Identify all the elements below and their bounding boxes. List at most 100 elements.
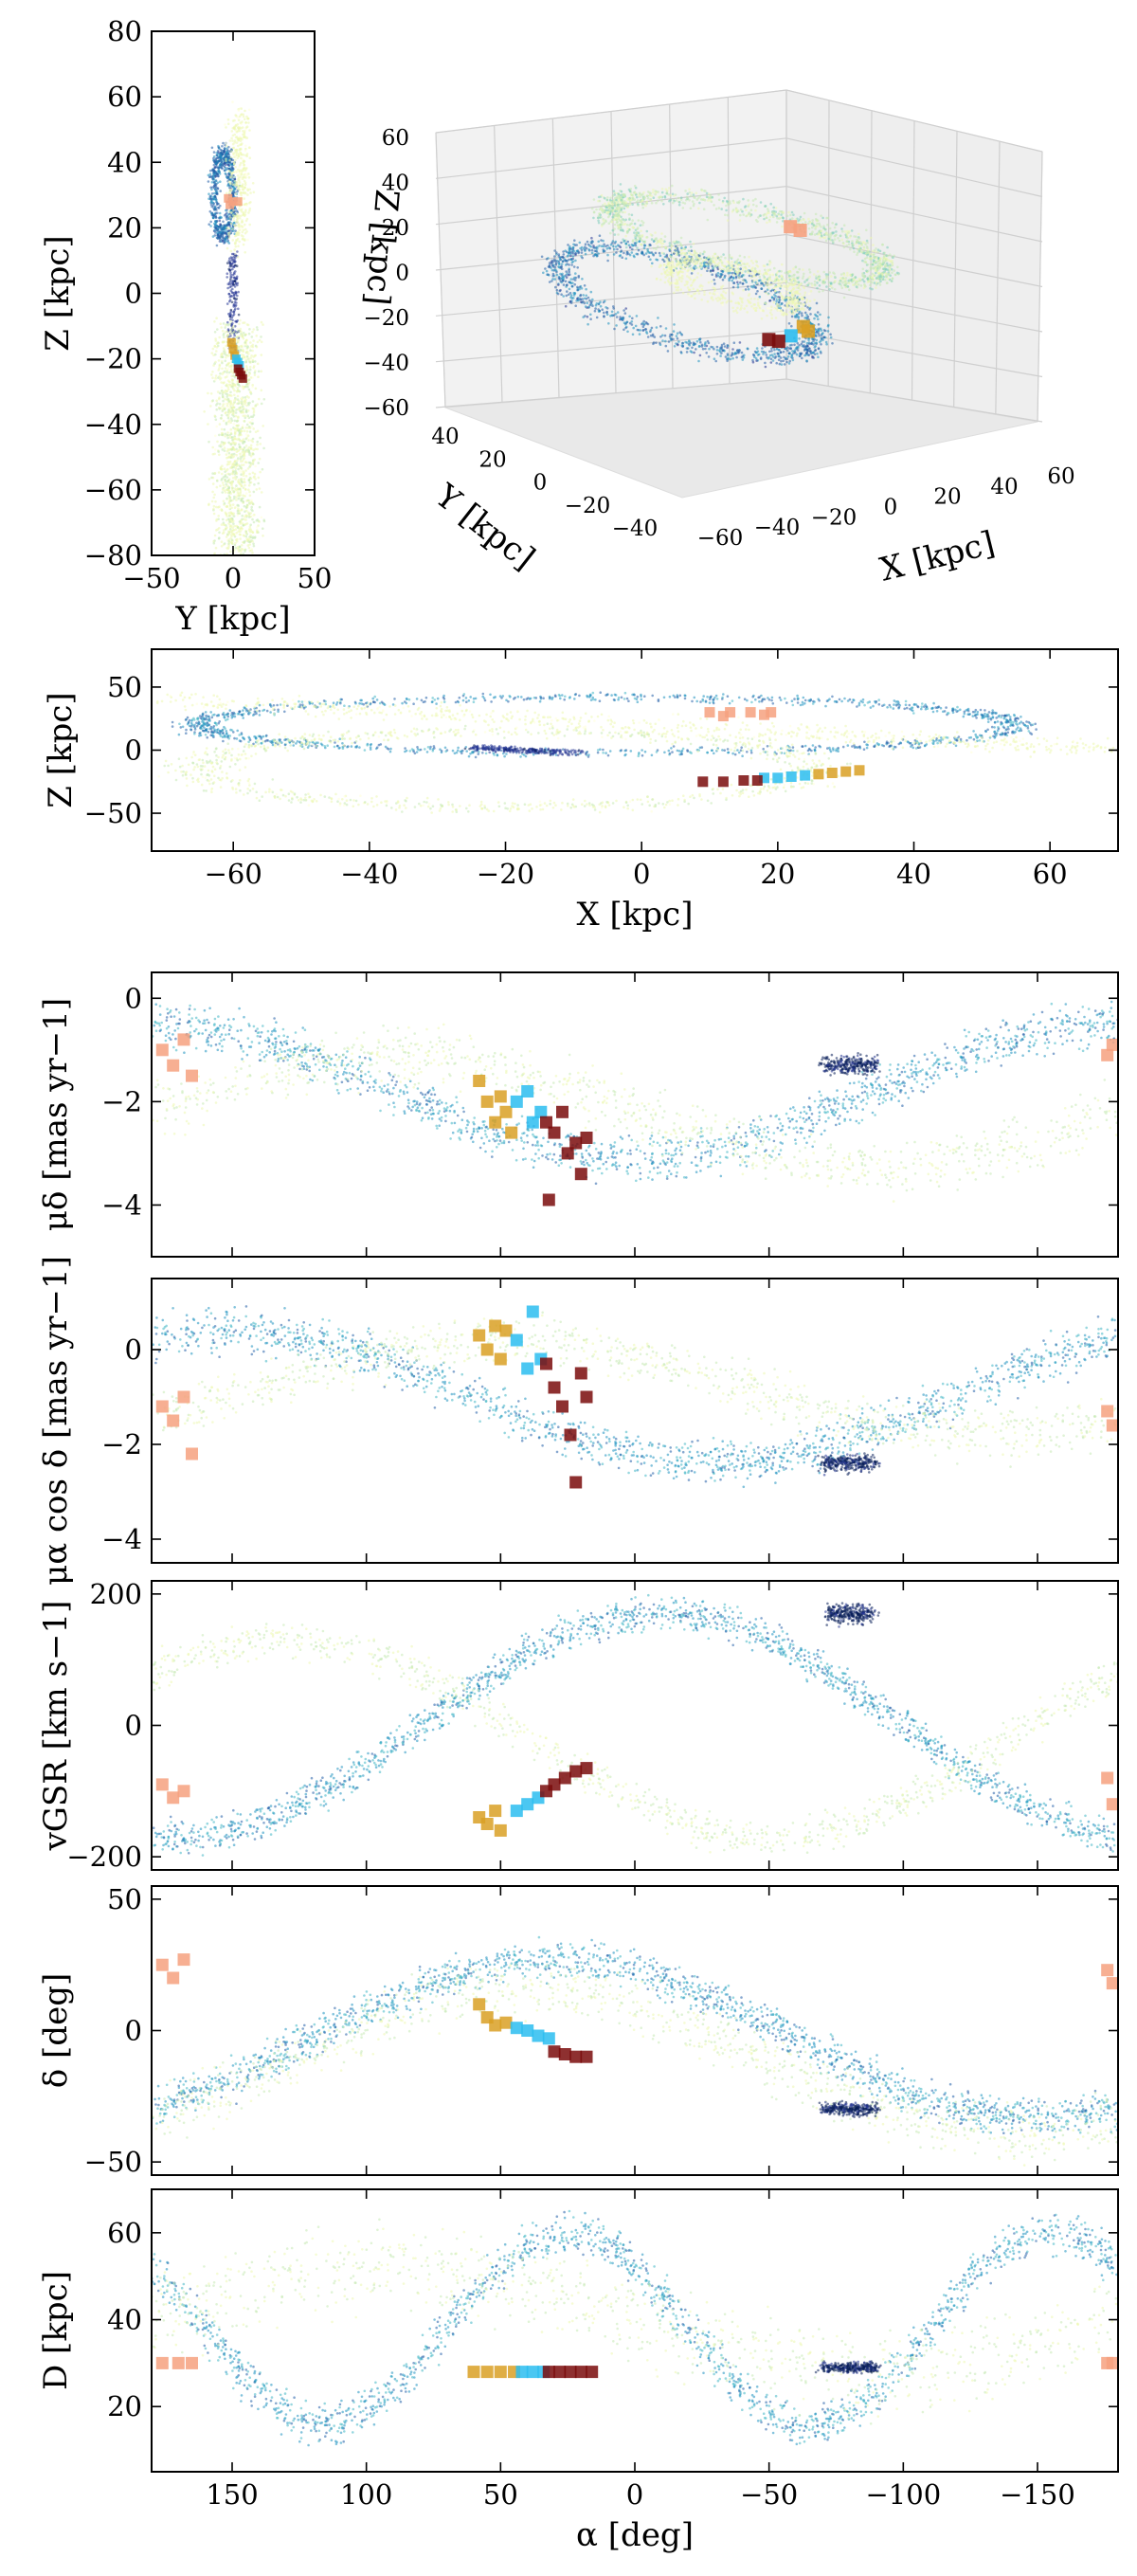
xz-particle (766, 745, 769, 748)
xz-particle (643, 733, 646, 736)
yz-particle (237, 154, 241, 158)
yz-particle (246, 544, 250, 547)
yz-particle (247, 445, 251, 449)
xz-particle (865, 746, 869, 750)
xz-particle (563, 735, 567, 737)
yz-particle (215, 485, 219, 489)
xz-particle (986, 728, 989, 732)
xz-particle (307, 792, 310, 795)
xz-particle (721, 788, 725, 790)
yz-particle (240, 466, 243, 469)
xz-particle (897, 701, 900, 704)
xz-particle (971, 715, 975, 717)
xz-particle (303, 699, 306, 703)
xz-particle (231, 788, 235, 790)
xz-particle (310, 700, 314, 703)
xz-particle (449, 728, 453, 732)
xz-particle (718, 737, 722, 741)
xz-particle (207, 731, 210, 734)
xz-particle (813, 749, 817, 752)
yz-particle (254, 478, 257, 481)
xz-particle (240, 733, 244, 736)
xz-particle (488, 729, 492, 732)
xz-particle (191, 776, 194, 780)
xz-particle (1009, 724, 1012, 727)
yz-particle (232, 265, 236, 268)
xz-particle (293, 792, 297, 795)
yz-particle (225, 535, 228, 538)
xz-particle (456, 749, 460, 753)
yz-particle (238, 487, 241, 491)
xz-particle (193, 726, 197, 729)
xz-particle (1088, 750, 1091, 753)
xz-particle (223, 757, 226, 761)
xz-particle (334, 703, 338, 706)
yz-particle (225, 152, 228, 154)
yz-particle (241, 471, 244, 474)
yz-particle (213, 172, 217, 175)
xz-particle (1024, 724, 1027, 728)
yz-particle (218, 505, 221, 508)
yz-particle (234, 305, 237, 308)
yz-particle (252, 490, 256, 494)
xz-particle (591, 691, 595, 695)
xz-particle (1006, 725, 1010, 729)
yz-particle (229, 275, 232, 279)
xz-particle (302, 798, 306, 802)
yz-particle (234, 158, 237, 162)
xz-particle (572, 806, 576, 808)
xz-particle (334, 792, 337, 796)
xz-particle (1045, 748, 1048, 752)
yz-particle (235, 424, 238, 427)
xz-particle (971, 710, 975, 714)
yz-particle (251, 560, 254, 563)
yz-particle (220, 523, 224, 526)
xz-particle (589, 698, 593, 701)
yz-particle (214, 557, 217, 560)
yz-particle (244, 369, 247, 372)
xz-particle (433, 735, 436, 739)
xz-particle (723, 727, 727, 731)
xz-particle (210, 730, 214, 733)
xz-particle (314, 737, 316, 740)
yz-particle (234, 546, 237, 550)
yz-particle (236, 190, 239, 193)
xz-particle (749, 751, 753, 754)
xz-particle (713, 736, 715, 740)
xz-particle (201, 713, 205, 716)
yz-particle (233, 276, 236, 280)
yz-particle (240, 473, 243, 477)
yz-particle (232, 152, 235, 154)
yz-particle (227, 267, 230, 271)
yz-particle (228, 514, 231, 517)
yz-particle (233, 224, 236, 227)
xz-particle (538, 800, 542, 804)
yz-particle (249, 523, 253, 527)
xz-particle (190, 755, 193, 759)
xz-particle (319, 793, 322, 797)
xz-particle (474, 755, 478, 759)
xz-particle (972, 730, 975, 733)
xz-particle (257, 735, 261, 738)
yz-particle (224, 435, 226, 438)
yz-particle (234, 466, 238, 470)
xz-particle (780, 733, 783, 735)
yz-particle (220, 353, 223, 356)
yz-particle (235, 298, 239, 300)
xz-particle (790, 743, 794, 747)
xz-particle (284, 738, 288, 741)
xz-particle (937, 739, 941, 742)
yz-particle (214, 561, 217, 564)
xz-particle (539, 807, 542, 811)
yz-particle (232, 297, 236, 300)
xz-particle (508, 809, 512, 813)
xz-particle (280, 698, 284, 700)
yz-particle (251, 384, 255, 387)
yz-particle (211, 216, 215, 219)
yz-particle (208, 192, 210, 195)
xz-particle (301, 735, 304, 738)
xz-particle (211, 726, 215, 730)
xz-particle (763, 698, 767, 701)
yz-particle (227, 153, 230, 156)
yz-particle (209, 186, 212, 190)
